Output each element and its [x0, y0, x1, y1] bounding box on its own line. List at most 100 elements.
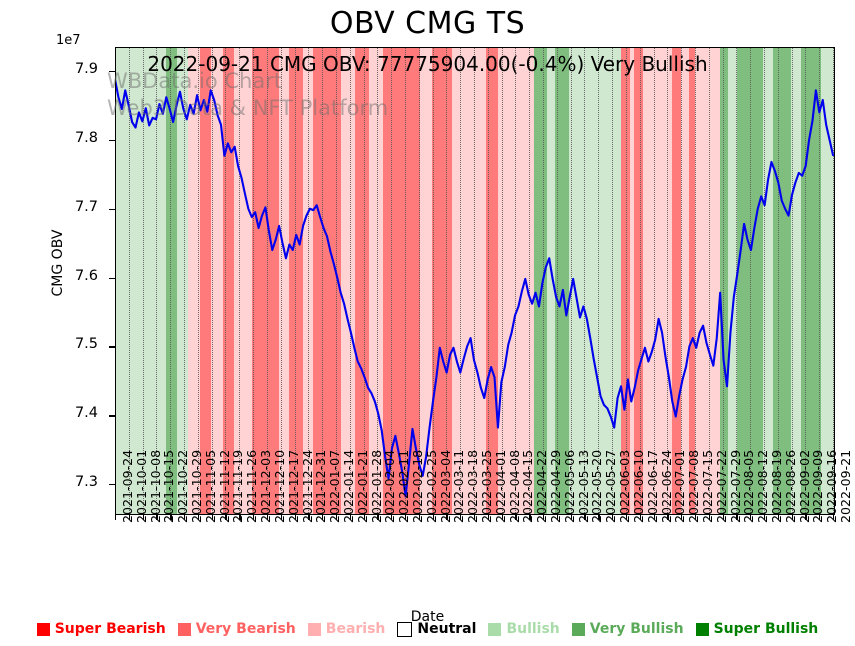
gridline — [391, 47, 393, 515]
gridline — [266, 47, 268, 515]
gridline — [432, 47, 434, 515]
chart-legend: Super Bearish Very Bearish Bearish Neutral B… — [0, 621, 855, 637]
x-tick-mark — [529, 515, 531, 520]
x-tick-mark — [432, 515, 434, 520]
x-tick-label: 2022-01-21 — [354, 449, 370, 523]
sentiment-band — [820, 47, 834, 515]
gridline — [487, 47, 489, 515]
legend-swatch — [695, 622, 709, 636]
gridline — [335, 47, 337, 515]
y-tick-mark — [109, 208, 115, 211]
sentiment-band — [278, 47, 289, 515]
x-tick-mark — [363, 515, 365, 520]
sentiment-band — [672, 47, 681, 515]
y-axis-multiplier: 1e7 — [56, 33, 81, 48]
legend-item[interactable]: Neutral — [391, 621, 482, 637]
x-tick-mark — [722, 515, 724, 520]
x-tick-mark — [487, 515, 490, 520]
x-tick-label: 2022-09-21 — [838, 449, 853, 523]
x-tick-mark — [625, 515, 628, 520]
y-axis-label: CMG OBV — [50, 229, 66, 297]
gridline — [722, 47, 724, 515]
x-tick-label: 2022-02-25 — [423, 449, 439, 523]
gridline — [708, 47, 710, 515]
sentiment-band — [695, 47, 721, 515]
gridline — [446, 47, 448, 515]
x-tick-label: 2022-01-07 — [327, 449, 343, 523]
gridline — [280, 47, 282, 515]
x-tick-mark — [142, 515, 144, 520]
legend-item[interactable]: Very Bullish — [566, 621, 690, 637]
x-tick-mark — [266, 515, 269, 520]
x-tick-mark — [667, 515, 669, 520]
sentiment-band — [176, 47, 189, 515]
x-tick-mark — [391, 515, 393, 520]
x-tick-label: 2022-04-29 — [548, 449, 564, 523]
x-tick-mark — [128, 515, 131, 520]
y-tick-label: 7.7 — [74, 198, 98, 215]
gridline — [460, 47, 462, 515]
x-tick-label: 2022-04-01 — [492, 449, 508, 523]
gridline — [239, 47, 241, 515]
sentiment-bands — [115, 47, 834, 515]
legend-label: Super Bullish — [713, 621, 819, 637]
gridline — [225, 47, 227, 515]
gridline — [474, 47, 475, 515]
sentiment-band — [144, 47, 167, 515]
gridline — [612, 47, 614, 515]
gridline — [156, 47, 158, 515]
watermark: WBData.io Chart Web3 Data & NFT Platform — [107, 69, 389, 120]
legend-swatch — [307, 622, 321, 636]
x-tick-label: 2021-10-01 — [133, 449, 149, 523]
legend-item[interactable]: Super Bearish — [31, 621, 172, 637]
x-tick-mark — [833, 515, 835, 520]
sentiment-band — [199, 47, 212, 515]
gridline — [833, 47, 834, 515]
sentiment-band — [354, 47, 370, 515]
sentiment-band — [234, 47, 253, 515]
gridline — [777, 47, 779, 515]
x-tick-mark — [156, 515, 158, 520]
legend-item[interactable]: Bearish — [302, 621, 392, 637]
x-tick-mark — [805, 515, 807, 520]
gridline — [819, 47, 821, 515]
legend-label: Neutral — [417, 621, 477, 637]
obv-line-series — [115, 78, 834, 498]
x-tick-mark — [211, 515, 213, 520]
x-tick-label: 2022-06-10 — [630, 449, 646, 523]
x-tick-label: 2022-02-11 — [396, 449, 412, 523]
legend-item[interactable]: Very Bearish — [172, 621, 302, 637]
gridline — [308, 47, 310, 515]
gridline — [184, 47, 186, 515]
x-tick-label: 2021-10-22 — [175, 449, 191, 523]
x-tick-mark — [322, 515, 324, 520]
x-tick-mark — [377, 515, 379, 520]
x-tick-mark — [501, 515, 503, 520]
y-tick-mark — [109, 415, 115, 417]
x-tick-label: 2022-03-18 — [465, 449, 481, 523]
sentiment-band — [720, 47, 729, 515]
x-tick-label: 2022-08-12 — [755, 449, 771, 523]
x-tick-label: 2022-08-26 — [782, 449, 798, 523]
x-tick-mark — [708, 515, 711, 520]
x-tick-label: 2022-09-16 — [824, 449, 840, 523]
axis-top-spine — [115, 47, 834, 49]
legend-item[interactable]: Bullish — [482, 621, 565, 637]
sentiment-band — [555, 47, 569, 515]
x-tick-mark — [653, 515, 655, 520]
gridline — [694, 47, 696, 515]
legend-item[interactable]: Super Bullish — [690, 621, 825, 637]
sentiment-band — [188, 47, 200, 515]
x-tick-label: 2022-08-19 — [768, 449, 784, 523]
x-tick-mark — [639, 515, 641, 520]
gridline — [584, 47, 586, 515]
legend-swatch — [571, 622, 585, 636]
y-tick-mark — [109, 71, 115, 73]
y-tick-mark — [109, 277, 115, 279]
gridline — [681, 47, 683, 515]
gridline — [377, 47, 379, 515]
sentiment-band — [420, 47, 432, 515]
legend-label: Super Bearish — [54, 621, 166, 637]
legend-label: Very Bullish — [589, 621, 684, 637]
